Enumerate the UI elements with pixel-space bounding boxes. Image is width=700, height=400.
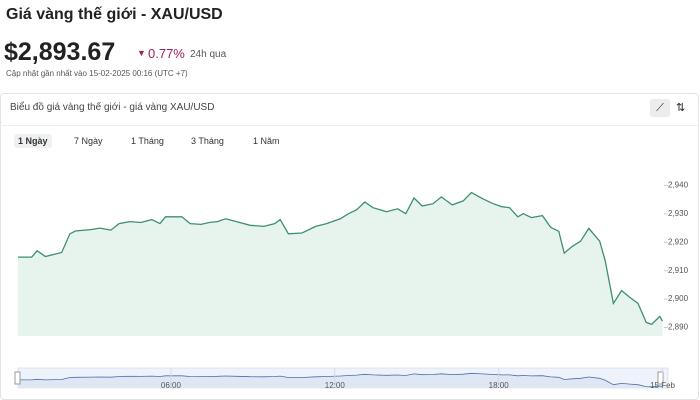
y-tick-label: 2,940 <box>668 181 689 190</box>
price-area <box>18 192 663 336</box>
y-tick-label: 2,890 <box>668 323 689 332</box>
card-title: Biểu đồ giá vàng thế giới - giá vàng XAU… <box>10 102 215 113</box>
nav-area <box>18 373 663 388</box>
x-tick-label: 06:00 <box>161 381 182 390</box>
tab[interactable]: 3 Tháng <box>191 136 224 146</box>
settings-icon[interactable]: ⇅ <box>676 102 686 114</box>
change: 0.77% <box>148 46 185 61</box>
updated: Cập nhật gần nhất vào 15-02-2025 00:16 (… <box>6 69 188 78</box>
nav-line <box>18 372 663 388</box>
x-tick-label: 15 Feb <box>650 381 675 390</box>
tab[interactable]: 1 Năm <box>253 136 280 146</box>
price-line <box>18 191 664 326</box>
y-tick-label: 2,930 <box>668 209 689 218</box>
nav-handle[interactable] <box>14 371 21 385</box>
down-arrow: ▼ <box>137 48 146 58</box>
y-tick-label: 2,920 <box>668 237 689 246</box>
y-tick-label: 2,910 <box>668 266 689 275</box>
y-tick-label: 2,900 <box>668 294 689 303</box>
price: $2,893.67 <box>4 38 116 66</box>
divider <box>0 125 699 126</box>
tab[interactable]: 1 Ngày <box>14 134 52 148</box>
x-tick-label: 12:00 <box>325 381 346 390</box>
tab[interactable]: 7 Ngày <box>74 136 103 146</box>
period: 24h qua <box>190 49 227 60</box>
line-icon[interactable]: ⟋ <box>650 99 670 117</box>
page-title: Giá vàng thế giới - XAU/USD <box>6 6 223 23</box>
tab[interactable]: 1 Tháng <box>131 136 164 146</box>
x-tick-label: 18:00 <box>489 381 510 390</box>
